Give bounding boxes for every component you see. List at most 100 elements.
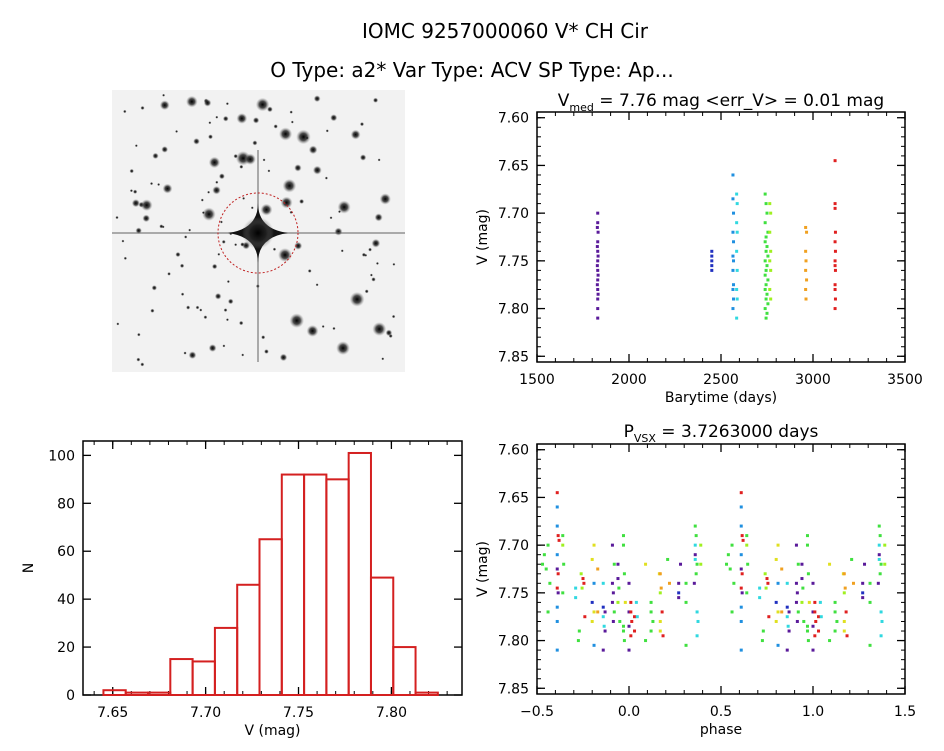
data-point xyxy=(879,634,883,638)
data-point xyxy=(765,292,769,296)
data-point xyxy=(621,543,625,547)
data-point xyxy=(814,619,818,623)
data-point xyxy=(765,577,769,581)
data-point xyxy=(806,572,810,576)
data-point xyxy=(694,534,698,538)
data-point xyxy=(731,197,735,201)
data-point xyxy=(590,619,594,623)
star xyxy=(374,213,383,222)
histogram-bar xyxy=(347,451,372,697)
data-point xyxy=(684,600,688,604)
plot-frame xyxy=(82,440,463,696)
data-point xyxy=(651,619,655,623)
data-point xyxy=(621,629,625,633)
data-point xyxy=(627,648,631,652)
data-point xyxy=(833,159,837,163)
data-point xyxy=(693,543,697,547)
x-tick-label: 7.75 xyxy=(283,705,314,721)
star xyxy=(252,140,258,146)
star xyxy=(188,228,192,232)
data-point xyxy=(735,287,739,291)
data-point xyxy=(804,249,808,253)
data-point xyxy=(768,202,772,206)
star xyxy=(391,314,396,319)
data-point xyxy=(548,581,552,585)
star xyxy=(369,273,373,277)
data-point xyxy=(796,562,800,566)
star xyxy=(225,318,229,322)
y-tick-label: 7.85 xyxy=(498,349,529,365)
data-point xyxy=(616,577,620,581)
star xyxy=(161,146,169,153)
data-point xyxy=(833,629,837,633)
star xyxy=(140,199,153,212)
data-point xyxy=(555,553,559,557)
data-point xyxy=(740,534,744,538)
star xyxy=(385,329,393,337)
data-point xyxy=(868,581,872,585)
data-point xyxy=(556,572,560,576)
star xyxy=(222,115,229,122)
star xyxy=(135,227,142,234)
data-point xyxy=(735,221,739,225)
star xyxy=(392,262,396,266)
data-point xyxy=(555,491,559,495)
star xyxy=(201,211,205,215)
data-point xyxy=(766,230,770,234)
star xyxy=(321,324,325,329)
data-point xyxy=(710,259,714,263)
data-point xyxy=(618,619,622,623)
star xyxy=(208,134,213,140)
data-point xyxy=(739,586,743,590)
data-point xyxy=(695,562,699,566)
data-point xyxy=(732,283,736,287)
star xyxy=(212,185,221,195)
data-point xyxy=(693,553,697,557)
data-point xyxy=(592,543,596,547)
star xyxy=(255,97,270,112)
data-point xyxy=(811,581,815,585)
star xyxy=(116,322,120,326)
data-point xyxy=(582,581,586,585)
star xyxy=(188,351,197,360)
data-point xyxy=(601,605,605,609)
star xyxy=(280,196,293,209)
x-axis-label: Barytime (days) xyxy=(665,390,777,406)
data-point xyxy=(561,543,565,547)
x-tick-label: 2000 xyxy=(611,372,647,388)
data-point xyxy=(735,316,739,320)
data-point xyxy=(633,629,637,633)
data-point xyxy=(590,600,594,604)
figure-title: IOMC 9257000060 V* CH Cir xyxy=(362,19,649,43)
star xyxy=(371,277,376,282)
data-point xyxy=(658,629,662,633)
star xyxy=(337,200,351,214)
star xyxy=(236,113,248,124)
data-point xyxy=(804,268,808,272)
histogram-bar xyxy=(102,689,127,696)
histogram-bar xyxy=(414,691,439,696)
data-point xyxy=(629,600,633,604)
star xyxy=(137,332,141,337)
star xyxy=(149,181,154,186)
star xyxy=(151,285,158,291)
data-point xyxy=(800,600,804,604)
star xyxy=(308,145,318,155)
data-point xyxy=(800,577,804,581)
data-point xyxy=(878,572,882,576)
data-point xyxy=(833,297,837,301)
histogram-bar xyxy=(258,538,283,697)
data-point xyxy=(616,562,620,566)
star xyxy=(324,176,328,180)
data-point xyxy=(595,225,599,229)
data-point xyxy=(696,619,700,623)
data-point xyxy=(603,629,607,633)
star xyxy=(368,247,372,252)
data-point xyxy=(758,586,762,590)
data-point xyxy=(627,624,631,628)
data-point xyxy=(684,581,688,585)
star xyxy=(330,114,338,122)
data-point xyxy=(562,562,566,566)
data-point xyxy=(693,524,697,528)
data-point xyxy=(813,600,817,604)
